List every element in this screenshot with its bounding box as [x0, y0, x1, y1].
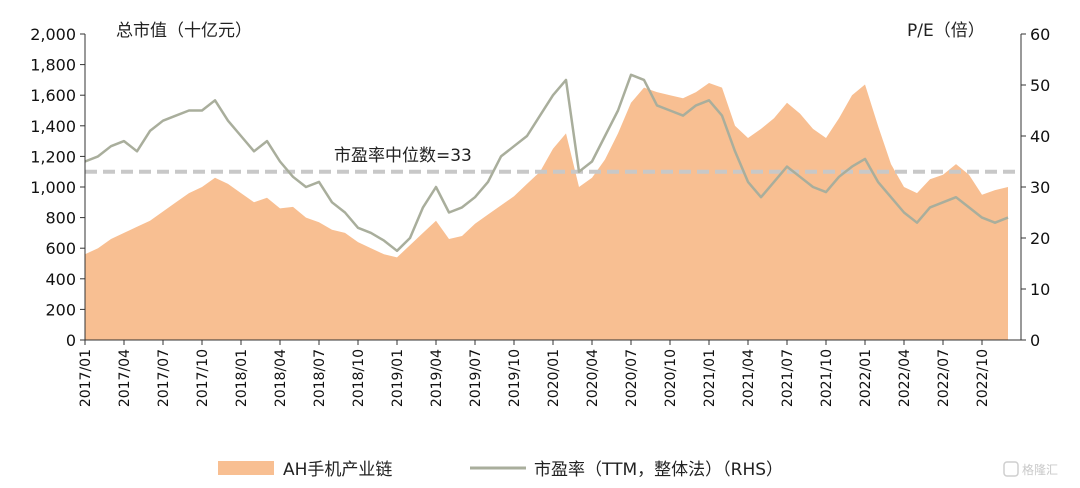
legend-label-line: 市盈率（TTM，整体法）（RHS）	[534, 460, 783, 480]
series-area-ah-phone-chain	[85, 83, 1008, 340]
x-tick-label: 2018/01	[234, 349, 250, 407]
x-tick-label: 2019/07	[468, 349, 484, 407]
watermark-text: 格隆汇	[1022, 462, 1058, 477]
x-tick-label: 2020/01	[546, 349, 562, 407]
left-tick-label: 1,600	[30, 86, 76, 105]
gelonghui-logo-icon	[1003, 461, 1019, 477]
left-tick-label: 200	[45, 300, 76, 319]
left-tick-label: 0	[66, 331, 76, 350]
left-tick-label: 2,000	[30, 25, 76, 44]
x-tick-label: 2019/04	[429, 349, 445, 407]
watermark: 格隆汇	[1003, 461, 1058, 477]
right-tick-label: 30	[1030, 178, 1050, 197]
left-tick-label: 1,000	[30, 178, 76, 197]
x-tick-label: 2019/01	[390, 349, 406, 407]
x-tick-label: 2020/07	[624, 349, 640, 407]
left-tick-label: 600	[45, 239, 76, 258]
x-tick-label: 2022/07	[936, 349, 952, 407]
legend-swatch-area	[218, 461, 274, 475]
x-tick-label: 2021/10	[819, 349, 835, 407]
right-tick-label: 60	[1030, 25, 1050, 44]
right-tick-label: 10	[1030, 280, 1050, 299]
right-tick-label: 20	[1030, 229, 1050, 248]
legend: AH手机产业链 市盈率（TTM，整体法）（RHS）	[218, 460, 783, 480]
x-tick-label: 2022/01	[858, 349, 874, 407]
right-tick-label: 40	[1030, 127, 1050, 146]
x-tick-label: 2018/07	[312, 349, 328, 407]
x-tick-label: 2017/10	[195, 349, 211, 407]
legend-label-area: AH手机产业链	[283, 460, 392, 480]
left-tick-label: 1,200	[30, 147, 76, 166]
plot-area	[84, 73, 1021, 340]
x-tick-label: 2017/01	[78, 349, 94, 407]
x-axis: 2017/01 2017/04 2017/07 2017/10 2018/01 2018/…	[78, 339, 1021, 407]
right-tick-label: 0	[1030, 331, 1040, 350]
right-y-axis: 0 10 20 30 40 50 60	[1020, 25, 1050, 350]
left-y-axis: 0 200 400 600 800 1,000 1,200 1,400 1,600 1,800 2,…	[30, 25, 86, 350]
x-tick-label: 2022/10	[975, 349, 991, 407]
median-label: 市盈率中位数=33	[334, 146, 472, 166]
x-tick-label: 2017/04	[117, 349, 133, 407]
left-tick-label: 1,800	[30, 56, 76, 75]
x-tick-label: 2017/07	[156, 349, 172, 407]
x-tick-label: 2018/10	[351, 349, 367, 407]
x-tick-label: 2019/10	[507, 349, 523, 407]
x-tick-label: 2022/04	[897, 349, 913, 407]
x-tick-label: 2020/10	[663, 349, 679, 407]
x-tick-label: 2018/04	[273, 349, 289, 407]
series-line-pe-ratio	[84, 73, 1009, 253]
right-tick-label: 50	[1030, 76, 1050, 95]
x-tick-label: 2021/07	[780, 349, 796, 407]
x-tick-label: 2021/01	[702, 349, 718, 407]
left-tick-label: 1,400	[30, 117, 76, 136]
right-axis-title: P/E（倍）	[907, 21, 985, 41]
x-tick-label: 2020/04	[585, 349, 601, 407]
x-tick-label: 2021/04	[741, 349, 757, 407]
left-axis-title: 总市值（十亿元）	[116, 21, 252, 41]
left-tick-label: 400	[45, 270, 76, 289]
left-tick-label: 800	[45, 209, 76, 228]
